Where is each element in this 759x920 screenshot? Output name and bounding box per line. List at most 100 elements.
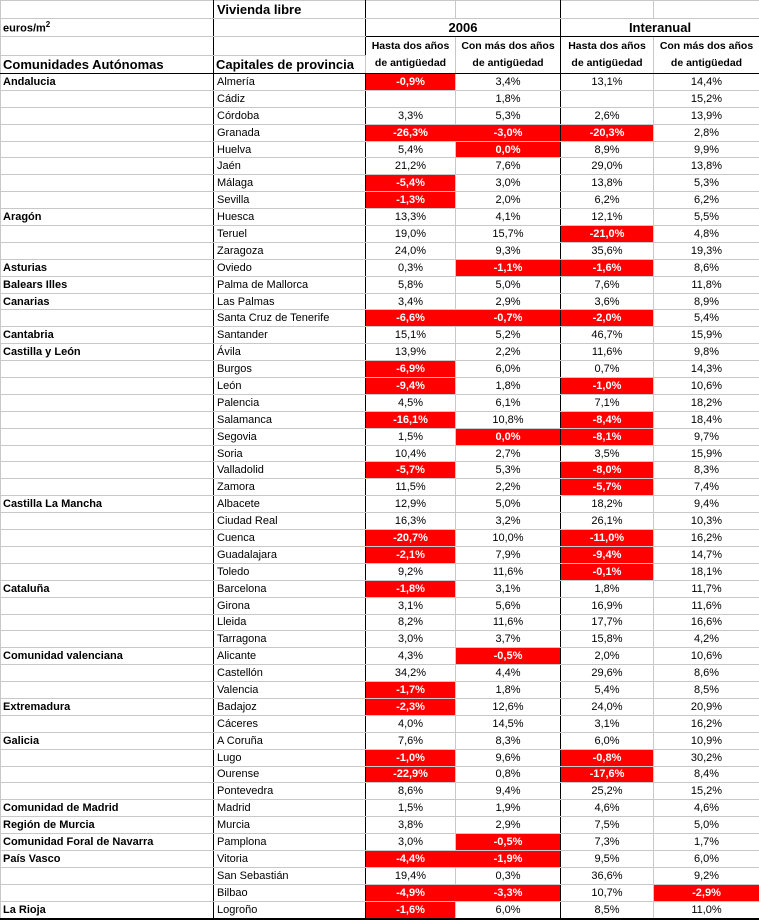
region-cell — [0, 410, 214, 429]
value-cell: 9,8% — [653, 343, 759, 362]
value-cell: 15,2% — [653, 782, 759, 801]
value-cell: -16,1% — [365, 410, 456, 429]
region-cell: La Rioja — [0, 900, 214, 920]
table-row: Castilla y León Ávila 13,9% 2,2% 11,6% 9,8% — [0, 343, 759, 362]
value-cell: 8,6% — [365, 782, 456, 801]
value-cell: 11,0% — [653, 900, 759, 920]
value-cell: 24,0% — [560, 697, 654, 716]
value-cell: 5,8% — [365, 275, 456, 294]
city-cell: Lugo — [213, 748, 366, 767]
value-cell: 5,6% — [455, 596, 561, 615]
city-cell: Palma de Mallorca — [213, 275, 366, 294]
region-cell: Canarias — [0, 292, 214, 311]
value-cell: 6,0% — [455, 360, 561, 379]
value-cell: 6,2% — [653, 191, 759, 210]
value-cell: 46,7% — [560, 326, 654, 345]
value-cell: 3,4% — [455, 73, 561, 91]
value-cell: 8,2% — [365, 613, 456, 632]
title-row: Vivienda libre — [0, 0, 759, 19]
city-column-header: Capitales de provincia — [213, 55, 366, 74]
value-cell: 6,0% — [653, 849, 759, 868]
value-cell: -2,1% — [365, 545, 456, 564]
table-row: Cáceres 4,0% 14,5% 3,1% 16,2% — [0, 714, 759, 733]
city-cell: Huelva — [213, 140, 366, 159]
table-row: Segovia 1,5% 0,0% -8,1% 9,7% — [0, 427, 759, 446]
value-cell: 5,3% — [455, 106, 561, 125]
value-cell: 13,1% — [560, 73, 654, 91]
value-cell: 18,2% — [653, 393, 759, 412]
region-cell: Galicia — [0, 731, 214, 750]
table-row: Jaén 21,2% 7,6% 29,0% 13,8% — [0, 157, 759, 176]
value-cell: 9,2% — [365, 562, 456, 581]
table-row: Región de Murcia Murcia 3,8% 2,9% 7,5% 5,0% — [0, 816, 759, 835]
city-cell: Badajoz — [213, 697, 366, 716]
table-row: Lugo -1,0% 9,6% -0,8% 30,2% — [0, 748, 759, 767]
city-cell: Santa Cruz de Tenerife — [213, 309, 366, 328]
subheader-conmas-interanual: Con más dos años de antigüedad — [653, 36, 759, 74]
table-row: Burgos -6,9% 6,0% 0,7% 14,3% — [0, 360, 759, 379]
table-row: Cataluña Barcelona -1,8% 3,1% 1,8% 11,7% — [0, 579, 759, 598]
value-cell: -8,4% — [560, 410, 654, 429]
value-cell: 9,4% — [455, 782, 561, 801]
value-cell: -9,4% — [365, 377, 456, 395]
region-cell — [0, 765, 214, 784]
value-cell: 16,2% — [653, 529, 759, 547]
value-cell: 18,2% — [560, 495, 654, 514]
table-row: Tarragona 3,0% 3,7% 15,8% 4,2% — [0, 630, 759, 649]
region-cell — [0, 241, 214, 260]
value-cell: 10,6% — [653, 647, 759, 666]
table-row: Guadalajara -2,1% 7,9% -9,4% 14,7% — [0, 545, 759, 564]
region-cell — [0, 613, 214, 632]
value-cell: 1,8% — [455, 681, 561, 699]
region-cell: Comunidad Foral de Navarra — [0, 833, 214, 851]
city-cell: Salamanca — [213, 410, 366, 429]
table-row: Zamora 11,5% 2,2% -5,7% 7,4% — [0, 478, 759, 497]
city-cell: Huesca — [213, 208, 366, 227]
value-cell: -4,4% — [365, 849, 456, 868]
value-cell: 11,6% — [560, 343, 654, 362]
city-cell: Zaragoza — [213, 241, 366, 260]
value-cell: 3,8% — [365, 816, 456, 835]
value-cell: -20,3% — [560, 123, 654, 142]
value-cell: 11,6% — [455, 562, 561, 581]
value-cell: 9,4% — [653, 495, 759, 514]
value-cell: 1,8% — [455, 89, 561, 108]
table-row: Cantabria Santander 15,1% 5,2% 46,7% 15,9% — [0, 326, 759, 345]
value-cell: 12,1% — [560, 208, 654, 227]
region-cell: Balears Illes — [0, 275, 214, 294]
value-cell: -3,0% — [455, 123, 561, 142]
column-header-row: Comunidades Autónomas Capitales de provi… — [0, 55, 759, 74]
value-cell: 13,8% — [560, 174, 654, 193]
value-cell: -21,0% — [560, 225, 654, 243]
value-cell: 4,3% — [365, 647, 456, 666]
table-row: País Vasco Vitoria -4,4% -1,9% 9,5% 6,0% — [0, 849, 759, 868]
empty-cell — [455, 0, 561, 19]
subheader-row: Hasta dos años de antigüedad Con más dos… — [0, 36, 759, 74]
value-cell: 16,9% — [560, 596, 654, 615]
region-cell — [0, 427, 214, 446]
value-cell: 3,0% — [365, 630, 456, 649]
value-cell: -2,3% — [365, 697, 456, 716]
value-cell: 13,3% — [365, 208, 456, 227]
value-cell: -0,5% — [455, 647, 561, 666]
value-cell: 19,3% — [653, 241, 759, 260]
city-cell: Soria — [213, 444, 366, 463]
value-cell: -1,1% — [455, 258, 561, 277]
value-cell: 21,2% — [365, 157, 456, 176]
subheader-line1: Con más dos años — [659, 40, 754, 52]
value-cell: -9,4% — [560, 545, 654, 564]
value-cell: 4,2% — [653, 630, 759, 649]
region-cell: Comunidad valenciana — [0, 647, 214, 666]
table-row: Galicia A Coruña 7,6% 8,3% 6,0% 10,9% — [0, 731, 759, 750]
value-cell: 14,5% — [455, 714, 561, 733]
region-cell — [0, 393, 214, 412]
city-cell: Guadalajara — [213, 545, 366, 564]
value-cell: 0,0% — [455, 140, 561, 159]
empty-cell — [213, 36, 366, 56]
region-cell — [0, 630, 214, 649]
value-cell: 2,7% — [455, 444, 561, 463]
table-row: Salamanca -16,1% 10,8% -8,4% 18,4% — [0, 410, 759, 429]
table-row: Comunidad de Madrid Madrid 1,5% 1,9% 4,6% 4,6… — [0, 799, 759, 818]
value-cell: 3,0% — [455, 174, 561, 193]
